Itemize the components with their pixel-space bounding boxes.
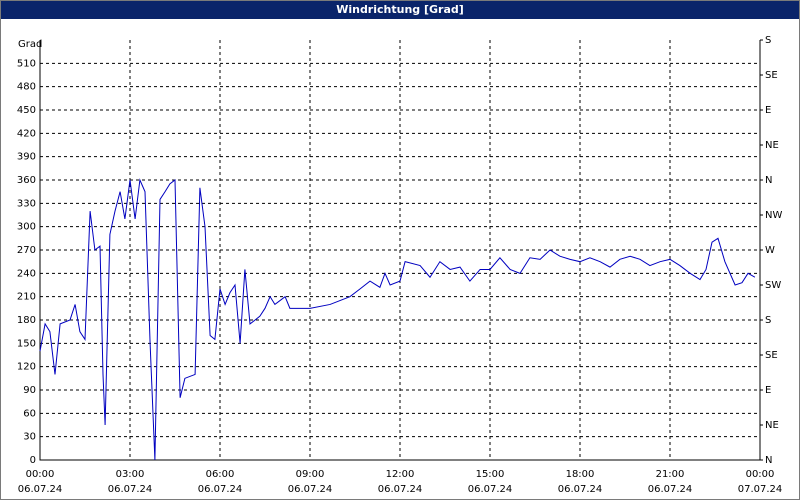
x-tick-label: 15:00 [476, 469, 505, 480]
y2-tick-label: NW [765, 210, 782, 221]
y-tick-label: 360 [17, 175, 36, 186]
y-tick-label: 390 [17, 152, 36, 163]
x-tick-label: 12:00 [386, 469, 415, 480]
y-axis-label: Grad [18, 39, 42, 50]
y-tick-label: 0 [30, 455, 36, 466]
x-tick-date: 06.07.24 [378, 484, 423, 495]
y-tick-label: 270 [17, 245, 36, 256]
y-tick-label: 450 [17, 105, 36, 116]
y2-tick-label: NE [765, 420, 779, 431]
y-tick-label: 510 [17, 58, 36, 69]
x-tick-date: 06.07.24 [648, 484, 693, 495]
x-tick-date: 07.07.24 [738, 484, 783, 495]
y-tick-label: 30 [23, 432, 36, 443]
y-tick-label: 150 [17, 338, 36, 349]
y2-tick-label: SE [765, 350, 778, 361]
axis-frame [39, 40, 761, 461]
x-tick-date: 06.07.24 [18, 484, 63, 495]
y2-tick-label: SW [765, 280, 781, 291]
title-bar: Windrichtung [Grad] [1, 1, 799, 19]
x-tick-label: 18:00 [566, 469, 595, 480]
x-tick-label: 09:00 [296, 469, 325, 480]
y-tick-label: 210 [17, 292, 36, 303]
y-tick-label: 60 [23, 408, 36, 419]
y2-tick-label: N [765, 175, 772, 186]
y2-tick-label: N [765, 455, 772, 466]
x-tick-date: 06.07.24 [468, 484, 513, 495]
y2-tick-label: W [765, 245, 775, 256]
x-tick-date: 06.07.24 [558, 484, 603, 495]
x-tick-date: 06.07.24 [288, 484, 333, 495]
data-line [39, 178, 756, 461]
y-tick-label: 480 [17, 82, 36, 93]
y-tick-label: 90 [23, 385, 36, 396]
x-tick-label: 00:00 [26, 469, 55, 480]
x-tick-date: 06.07.24 [198, 484, 243, 495]
x-tick-label: 00:00 [746, 469, 775, 480]
y-tick-label: 240 [17, 268, 36, 279]
y-tick-label: 330 [17, 198, 36, 209]
y2-tick-label: E [765, 105, 771, 116]
y2-tick-label: SE [765, 70, 778, 81]
y-tick-label: 420 [17, 128, 36, 139]
y-tick-label: 300 [17, 222, 36, 233]
x-tick-label: 06:00 [206, 469, 235, 480]
y2-tick-label: NE [765, 140, 779, 151]
y-tick-label: 180 [17, 315, 36, 326]
x-tick-label: 21:00 [656, 469, 685, 480]
y-tick-label: 120 [17, 362, 36, 373]
y2-tick-label: E [765, 385, 771, 396]
x-tick-label: 03:00 [116, 469, 145, 480]
y2-tick-label: S [765, 35, 771, 46]
x-tick-date: 06.07.24 [108, 484, 153, 495]
y2-tick-label: S [765, 315, 771, 326]
